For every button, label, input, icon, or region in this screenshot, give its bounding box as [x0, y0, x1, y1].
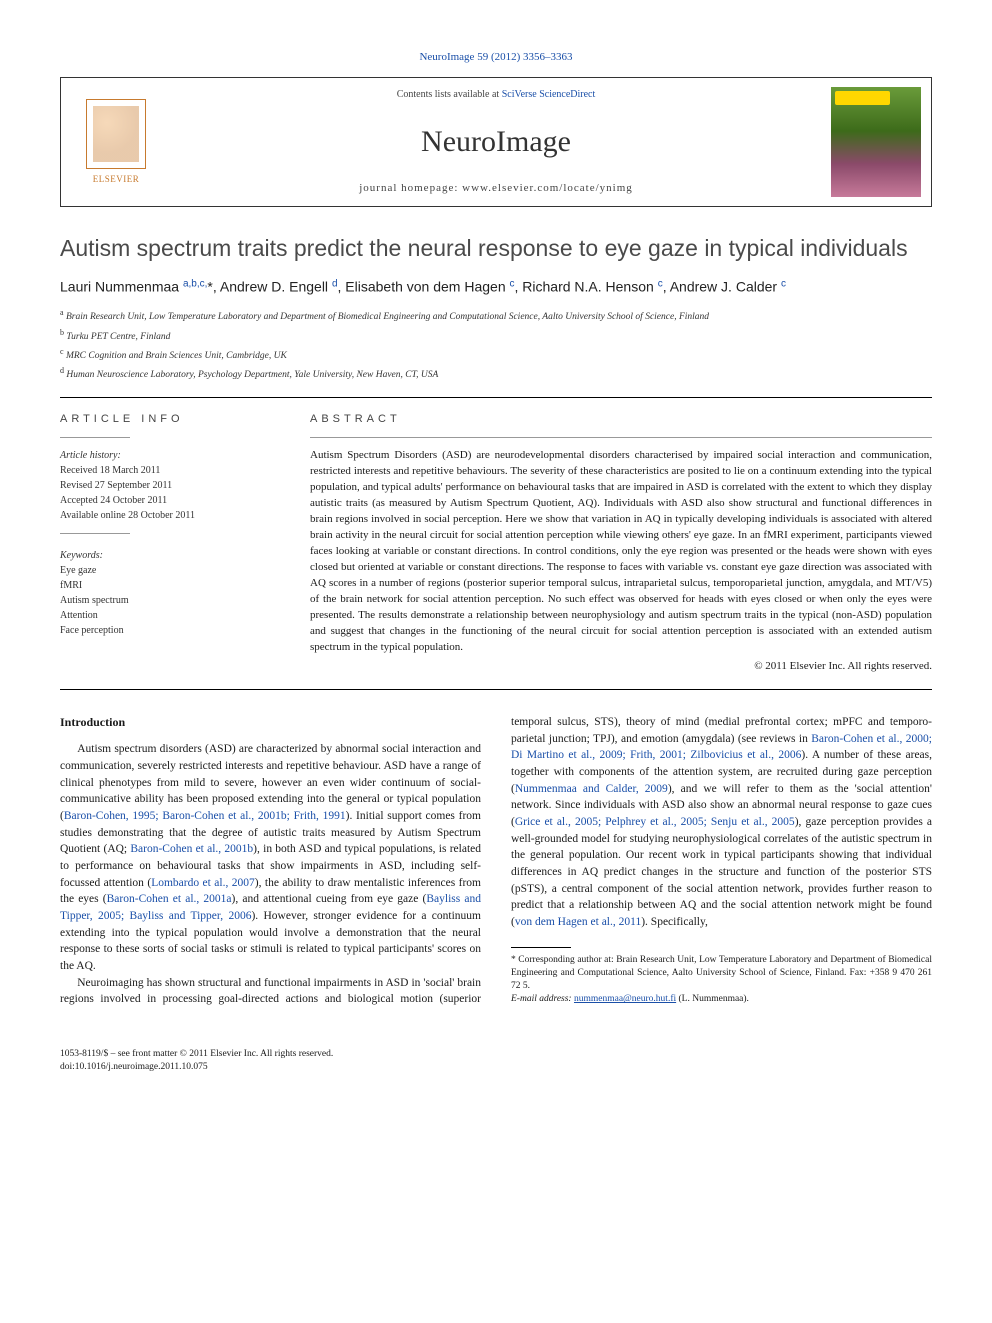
article-info-label: ARTICLE INFO — [60, 412, 280, 427]
email-label: E-mail address: — [511, 994, 574, 1004]
journal-cover-thumbnail: NeuroImage — [831, 87, 921, 197]
body-two-column: Introduction Autism spectrum disorders (… — [60, 714, 932, 1008]
history-title: Article history: — [60, 450, 121, 461]
keyword: fMRI — [60, 580, 82, 591]
history-received: Received 18 March 2011 — [60, 465, 160, 476]
author-5-affil[interactable]: c — [781, 279, 786, 295]
article-title: Autism spectrum traits predict the neura… — [60, 235, 932, 263]
publisher-block: ELSEVIER — [61, 78, 171, 206]
publisher-name: ELSEVIER — [93, 173, 140, 186]
citation[interactable]: Grice et al., 2005; Pelphrey et al., 200… — [515, 816, 795, 828]
citation[interactable]: Baron-Cohen et al., 2001a — [107, 893, 232, 905]
contents-prefix: Contents lists available at — [397, 89, 502, 100]
affil-b: b Turku PET Centre, Finland — [60, 327, 932, 344]
footer-meta: 1053-8119/$ – see front matter © 2011 El… — [60, 1048, 932, 1075]
history-accepted: Accepted 24 October 2011 — [60, 495, 167, 506]
info-divider-1 — [60, 437, 130, 438]
citation[interactable]: Baron-Cohen et al., 2001b — [130, 843, 253, 855]
elsevier-tree-logo — [86, 99, 146, 169]
author-1-affil[interactable]: a,b,c, — [183, 279, 207, 295]
cover-label: NeuroImage — [838, 93, 875, 103]
sciencedirect-link[interactable]: SciVerse ScienceDirect — [502, 89, 596, 100]
abstract-label: ABSTRACT — [310, 412, 932, 427]
keyword: Face perception — [60, 625, 124, 636]
journal-homepage: journal homepage: www.elsevier.com/locat… — [359, 181, 633, 196]
affil-c: c MRC Cognition and Brain Sciences Unit,… — [60, 346, 932, 363]
author-list: Lauri Nummenmaa a,b,c,*, Andrew D. Engel… — [60, 277, 932, 297]
citation[interactable]: Lombardo et al., 2007 — [151, 877, 255, 889]
keyword: Attention — [60, 610, 98, 621]
author-4: Richard N.A. Henson — [522, 279, 657, 295]
journal-name: NeuroImage — [421, 121, 571, 163]
author-2: Andrew D. Engell — [220, 279, 332, 295]
info-divider-2 — [60, 533, 130, 534]
rule-mid — [60, 689, 932, 690]
front-matter-line: 1053-8119/$ – see front matter © 2011 El… — [60, 1048, 932, 1061]
cover-block: NeuroImage — [821, 78, 931, 206]
abstract-column: ABSTRACT Autism Spectrum Disorders (ASD)… — [310, 412, 932, 675]
keyword: Autism spectrum — [60, 595, 129, 606]
journal-reference: NeuroImage 59 (2012) 3356–3363 — [60, 50, 932, 65]
email-footnote: E-mail address: nummenmaa@neuro.hut.fi (… — [511, 993, 932, 1006]
abstract-copyright: © 2011 Elsevier Inc. All rights reserved… — [310, 659, 932, 674]
author-3: Elisabeth von dem Hagen — [345, 279, 509, 295]
corresponding-footnote: * Corresponding author at: Brain Researc… — [511, 954, 932, 994]
rule-top — [60, 397, 932, 398]
journal-ref-link[interactable]: NeuroImage 59 (2012) 3356–3363 — [419, 51, 572, 63]
keywords-title: Keywords: — [60, 548, 280, 563]
footnote-rule — [511, 947, 571, 948]
header-center: Contents lists available at SciVerse Sci… — [171, 78, 821, 206]
abstract-text: Autism Spectrum Disorders (ASD) are neur… — [310, 448, 932, 655]
email-suffix: (L. Nummenmaa). — [676, 994, 749, 1004]
affil-d: d Human Neuroscience Laboratory, Psychol… — [60, 365, 932, 382]
affil-a: a Brain Research Unit, Low Temperature L… — [60, 307, 932, 324]
citation[interactable]: Baron-Cohen, 1995; Baron-Cohen et al., 2… — [64, 810, 346, 822]
keyword: Eye gaze — [60, 565, 96, 576]
contents-line: Contents lists available at SciVerse Sci… — [397, 88, 596, 102]
doi-line: doi:10.1016/j.neuroimage.2011.10.075 — [60, 1061, 932, 1074]
history-online: Available online 28 October 2011 — [60, 510, 195, 521]
citation[interactable]: Nummenmaa and Calder, 2009 — [515, 783, 668, 795]
intro-para-1: Autism spectrum disorders (ASD) are char… — [60, 741, 481, 974]
abstract-divider — [310, 437, 932, 438]
section-heading-intro: Introduction — [60, 714, 481, 731]
history-revised: Revised 27 September 2011 — [60, 480, 172, 491]
author-5: Andrew J. Calder — [670, 279, 781, 295]
email-link[interactable]: nummenmaa@neuro.hut.fi — [574, 994, 676, 1004]
author-1: Lauri Nummenmaa — [60, 279, 183, 295]
article-info-column: ARTICLE INFO Article history: Received 1… — [60, 412, 280, 675]
journal-header-box: ELSEVIER Contents lists available at Sci… — [60, 77, 932, 207]
citation[interactable]: von dem Hagen et al., 2011 — [515, 916, 641, 928]
